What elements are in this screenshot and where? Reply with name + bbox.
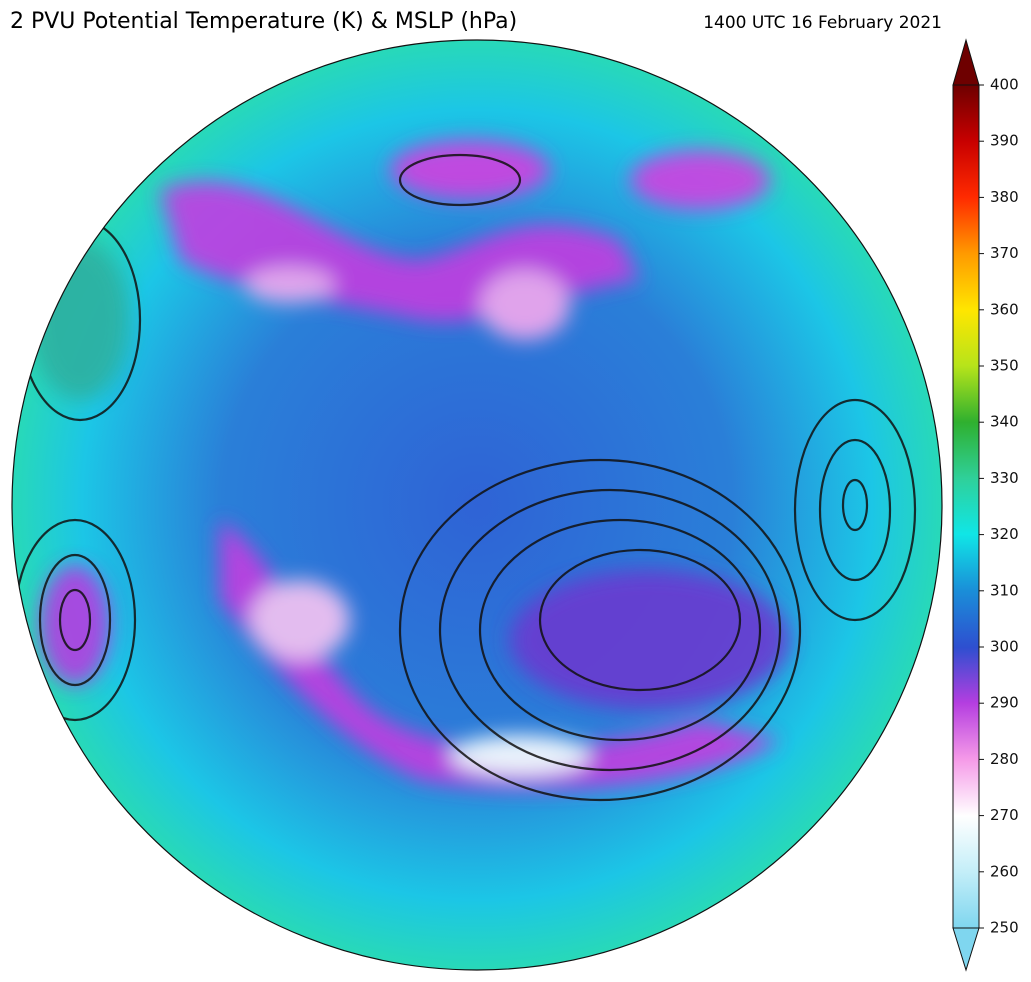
colorbar-tick-label: 380 xyxy=(990,188,1019,206)
title: 2 PVU Potential Temperature (K) & MSLP (… xyxy=(10,9,517,34)
colorbar-tick-label: 330 xyxy=(990,469,1019,487)
timestamp: 1400 UTC 16 February 2021 xyxy=(703,13,942,33)
colorbar-tick-label: 310 xyxy=(990,581,1019,599)
colorbar-tick-label: 360 xyxy=(990,300,1019,318)
colorbar-tick-label: 300 xyxy=(990,638,1019,656)
colorbar: 250 260 270 280 290 300 310 320 330 340 350 360 370 3… xyxy=(952,38,1019,972)
colorbar-tick-label: 350 xyxy=(990,357,1019,375)
map-border xyxy=(11,39,943,971)
colorbar-tick-label: 270 xyxy=(990,806,1019,824)
colorbar-tick-label: 260 xyxy=(990,862,1019,880)
map xyxy=(12,40,942,970)
colorbar-tick-label: 390 xyxy=(990,132,1019,150)
colorbar-tick-label: 250 xyxy=(990,919,1019,937)
colorbar-tick-label: 340 xyxy=(990,413,1019,431)
colorbar-tick-label: 370 xyxy=(990,244,1019,262)
colorbar-tick-label: 280 xyxy=(990,750,1019,768)
colorbar-tick-label: 320 xyxy=(990,525,1019,543)
colorbar-tick-label: 400 xyxy=(990,76,1019,94)
colorbar-tick-label: 290 xyxy=(990,694,1019,712)
